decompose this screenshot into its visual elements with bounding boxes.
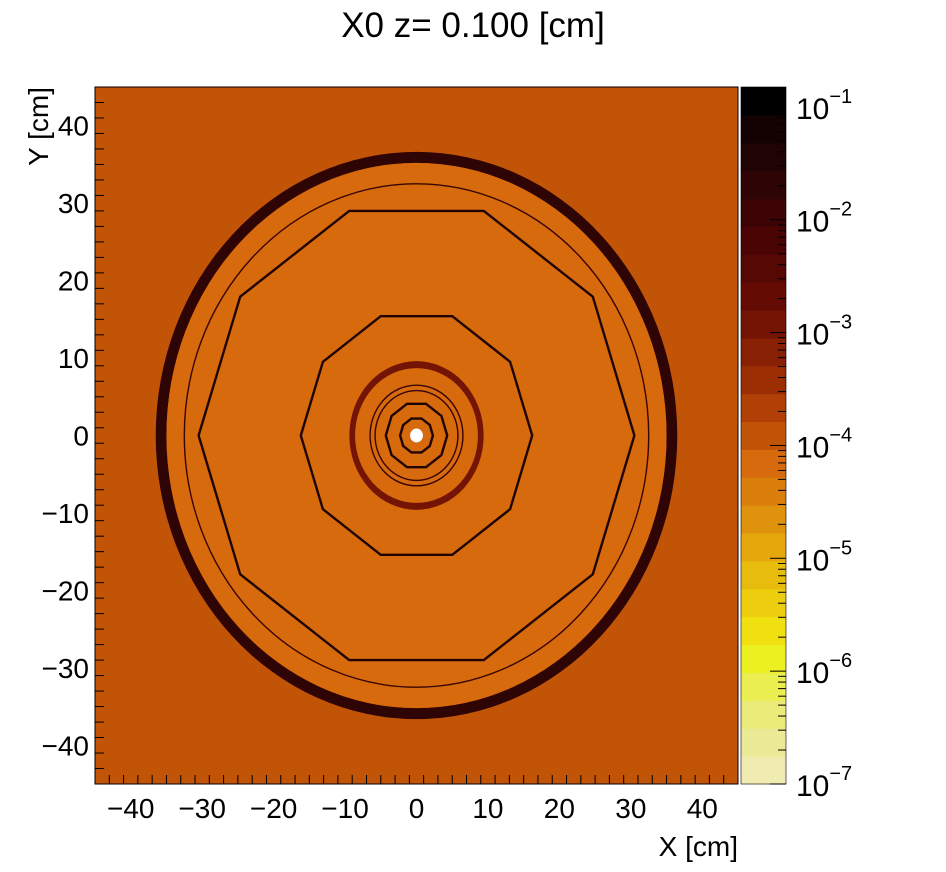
chart-title: X0 z= 0.100 [cm] (341, 6, 605, 45)
colorbar-tick-label: 10−1 (796, 86, 852, 126)
material-region-4 (410, 428, 423, 443)
axes: −40 −30 −20 −10 0 10 20 30 40 −40 −30 −20 −10 0 10 20 30… (23, 86, 739, 862)
colorbar-bin (741, 616, 786, 646)
x-axis-label: X [cm] (659, 831, 738, 862)
plot-border (94, 86, 739, 785)
y-tick-label: 10 (58, 343, 89, 374)
x-tick-label: 20 (544, 793, 575, 824)
y-tick-label: −30 (42, 653, 90, 684)
colorbar-bin (741, 142, 786, 172)
colorbar-bin (741, 756, 786, 785)
colorbar-bin (741, 560, 786, 590)
colorbar-border (740, 86, 787, 785)
x-tick-label: −10 (321, 793, 369, 824)
colorbar-bin (741, 393, 786, 423)
y-tick-label: 0 (73, 421, 89, 452)
colorbar-bin (741, 114, 786, 144)
colorbar-tick-label: 10−4 (796, 424, 852, 464)
y-tick-label: 30 (58, 188, 89, 219)
x-tick-label: −30 (178, 793, 226, 824)
colorbar-bin (741, 365, 786, 395)
x-tick-label: −40 (107, 793, 155, 824)
colorbar-bin (741, 87, 786, 116)
colorbar-bin (741, 282, 786, 311)
x-tick-label: −20 (250, 793, 298, 824)
detector-polygon-5 (384, 402, 449, 469)
detector-polygon-2 (299, 315, 534, 556)
colorbar-bin (741, 533, 786, 562)
plot-frame (94, 86, 739, 785)
colorbar-tick-label: 10−5 (796, 537, 852, 577)
y-tick-label: 40 (58, 111, 89, 142)
colorbar-tick-label: 10−7 (796, 763, 852, 803)
detector-polygon-6 (398, 417, 435, 454)
x-tick-label: 40 (687, 793, 718, 824)
colorbar-bin (741, 644, 786, 673)
detector-outline-3 (369, 384, 464, 487)
y-axis-label: Y [cm] (23, 87, 54, 166)
detector-outline-4 (374, 389, 459, 482)
colorbar-bin (741, 254, 786, 283)
colorbar-bin (741, 198, 786, 227)
colorbar-bin (741, 505, 786, 534)
colorbar-bin (741, 337, 786, 367)
y-tick-label: −20 (42, 575, 90, 606)
colorbar-bin (741, 477, 786, 506)
detector-polygon-1 (197, 209, 636, 662)
colorbar: 10−7 10−6 10−5 10−4 10−3 10−2 10−1 (740, 86, 852, 803)
colorbar-tick-label: 10−6 (796, 650, 852, 690)
x-tick-label: 30 (615, 793, 646, 824)
x-tick-label: 0 (409, 793, 425, 824)
y-tick-label: 20 (58, 266, 89, 297)
colorbar-bin (741, 728, 786, 757)
y-tick-label: −40 (42, 730, 90, 761)
detector-outline-0 (183, 183, 650, 688)
colorbar-bin (741, 449, 786, 478)
plot-area (95, 87, 738, 784)
colorbar-bin (741, 310, 786, 339)
colorbar-tick-label: 10−2 (796, 199, 852, 239)
colorbar-tick-label: 10−3 (796, 312, 852, 352)
colorbar-bin (741, 700, 786, 729)
y-tick-label: −10 (42, 498, 90, 529)
colorbar-bin (741, 170, 786, 200)
x-tick-label: 10 (472, 793, 503, 824)
